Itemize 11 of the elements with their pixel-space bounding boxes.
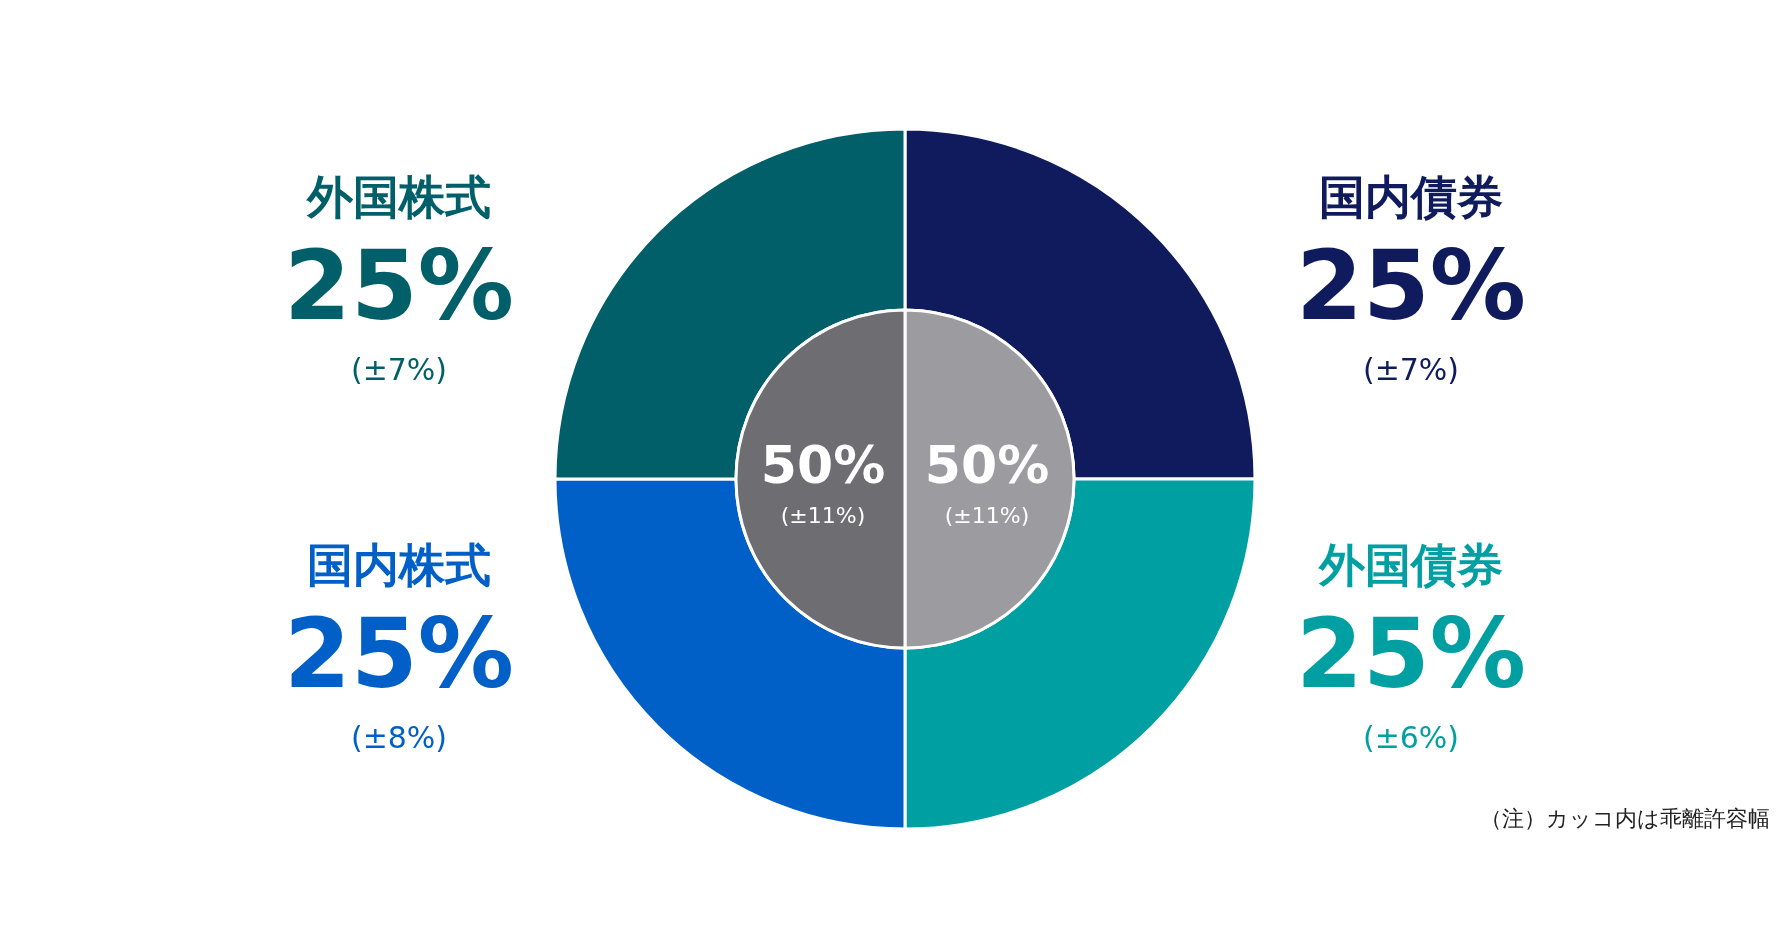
slice-label: 国内債券 <box>1319 169 1503 224</box>
slice-label: 外国株式 <box>305 169 491 224</box>
data-label: 50% (±11%) <box>924 435 1050 528</box>
data-label: 50% (±11%) <box>760 435 886 528</box>
data-label: 25% (±7%) <box>284 230 514 387</box>
slice-label: 外国債券 <box>1317 537 1503 592</box>
text: （注）カッコ内は乖離許容幅 <box>1480 806 1770 831</box>
data-label: 25% (±6%) <box>1296 598 1526 755</box>
data-label: 25% (±7%) <box>1296 230 1526 387</box>
data-label: 25% (±8%) <box>284 598 514 755</box>
slice-label: 国内株式 <box>307 537 491 592</box>
